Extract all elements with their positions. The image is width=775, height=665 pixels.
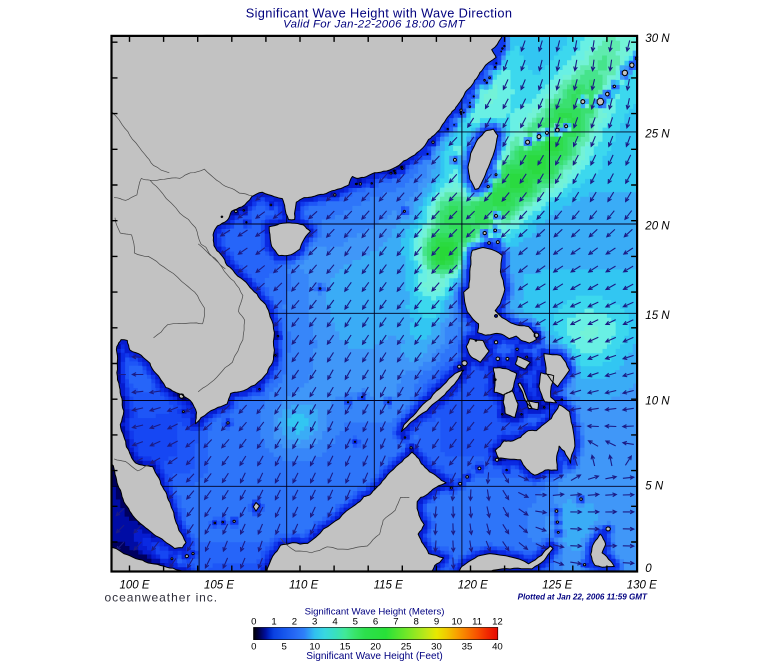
svg-text:7: 7 (393, 617, 398, 628)
svg-text:35: 35 (462, 642, 473, 653)
svg-text:15: 15 (340, 642, 351, 653)
svg-text:5 N: 5 N (645, 481, 664, 493)
svg-text:0: 0 (251, 642, 256, 653)
svg-text:11: 11 (472, 617, 482, 628)
svg-text:5: 5 (282, 642, 287, 653)
svg-text:30: 30 (431, 642, 442, 653)
svg-text:5: 5 (353, 617, 358, 628)
svg-text:120 E: 120 E (458, 579, 488, 591)
svg-text:Significant Wave Height with W: Significant Wave Height with Wave Direct… (246, 6, 513, 21)
svg-text:105 E: 105 E (204, 579, 234, 591)
svg-text:0: 0 (251, 617, 256, 628)
svg-text:115 E: 115 E (374, 579, 404, 591)
svg-text:Significant Wave Height (Feet): Significant Wave Height (Feet) (306, 651, 443, 662)
svg-text:25: 25 (401, 642, 412, 653)
svg-text:Valid For Jan-22-2006 18:00 GM: Valid For Jan-22-2006 18:00 GMT (283, 18, 465, 30)
svg-text:40: 40 (492, 642, 503, 653)
svg-text:1: 1 (271, 617, 276, 628)
svg-text:Significant Wave Height (Meter: Significant Wave Height (Meters) (305, 606, 445, 617)
svg-text:6: 6 (373, 617, 378, 628)
svg-text:25 N: 25 N (644, 129, 670, 141)
svg-text:30 N: 30 N (645, 33, 670, 45)
svg-text:oceanweather inc.: oceanweather inc. (105, 591, 219, 605)
svg-text:8: 8 (414, 617, 419, 628)
svg-text:3: 3 (312, 617, 317, 628)
svg-text:10: 10 (451, 617, 462, 628)
svg-text:2: 2 (292, 617, 297, 628)
svg-text:4: 4 (332, 617, 338, 628)
svg-text:10 N: 10 N (645, 396, 670, 408)
svg-text:Plotted at Jan 22, 2006 11:59: Plotted at Jan 22, 2006 11:59 GMT (518, 593, 648, 602)
svg-text:12: 12 (492, 617, 503, 628)
svg-text:110 E: 110 E (289, 579, 319, 591)
svg-text:15 N: 15 N (645, 310, 670, 322)
svg-text:130 E: 130 E (627, 579, 657, 591)
svg-text:10: 10 (309, 642, 320, 653)
svg-text:125 E: 125 E (542, 579, 572, 591)
svg-text:0: 0 (645, 563, 652, 575)
svg-text:20 N: 20 N (644, 221, 670, 233)
svg-text:100 E: 100 E (119, 579, 149, 591)
svg-text:9: 9 (434, 617, 439, 628)
svg-text:20: 20 (370, 642, 381, 653)
